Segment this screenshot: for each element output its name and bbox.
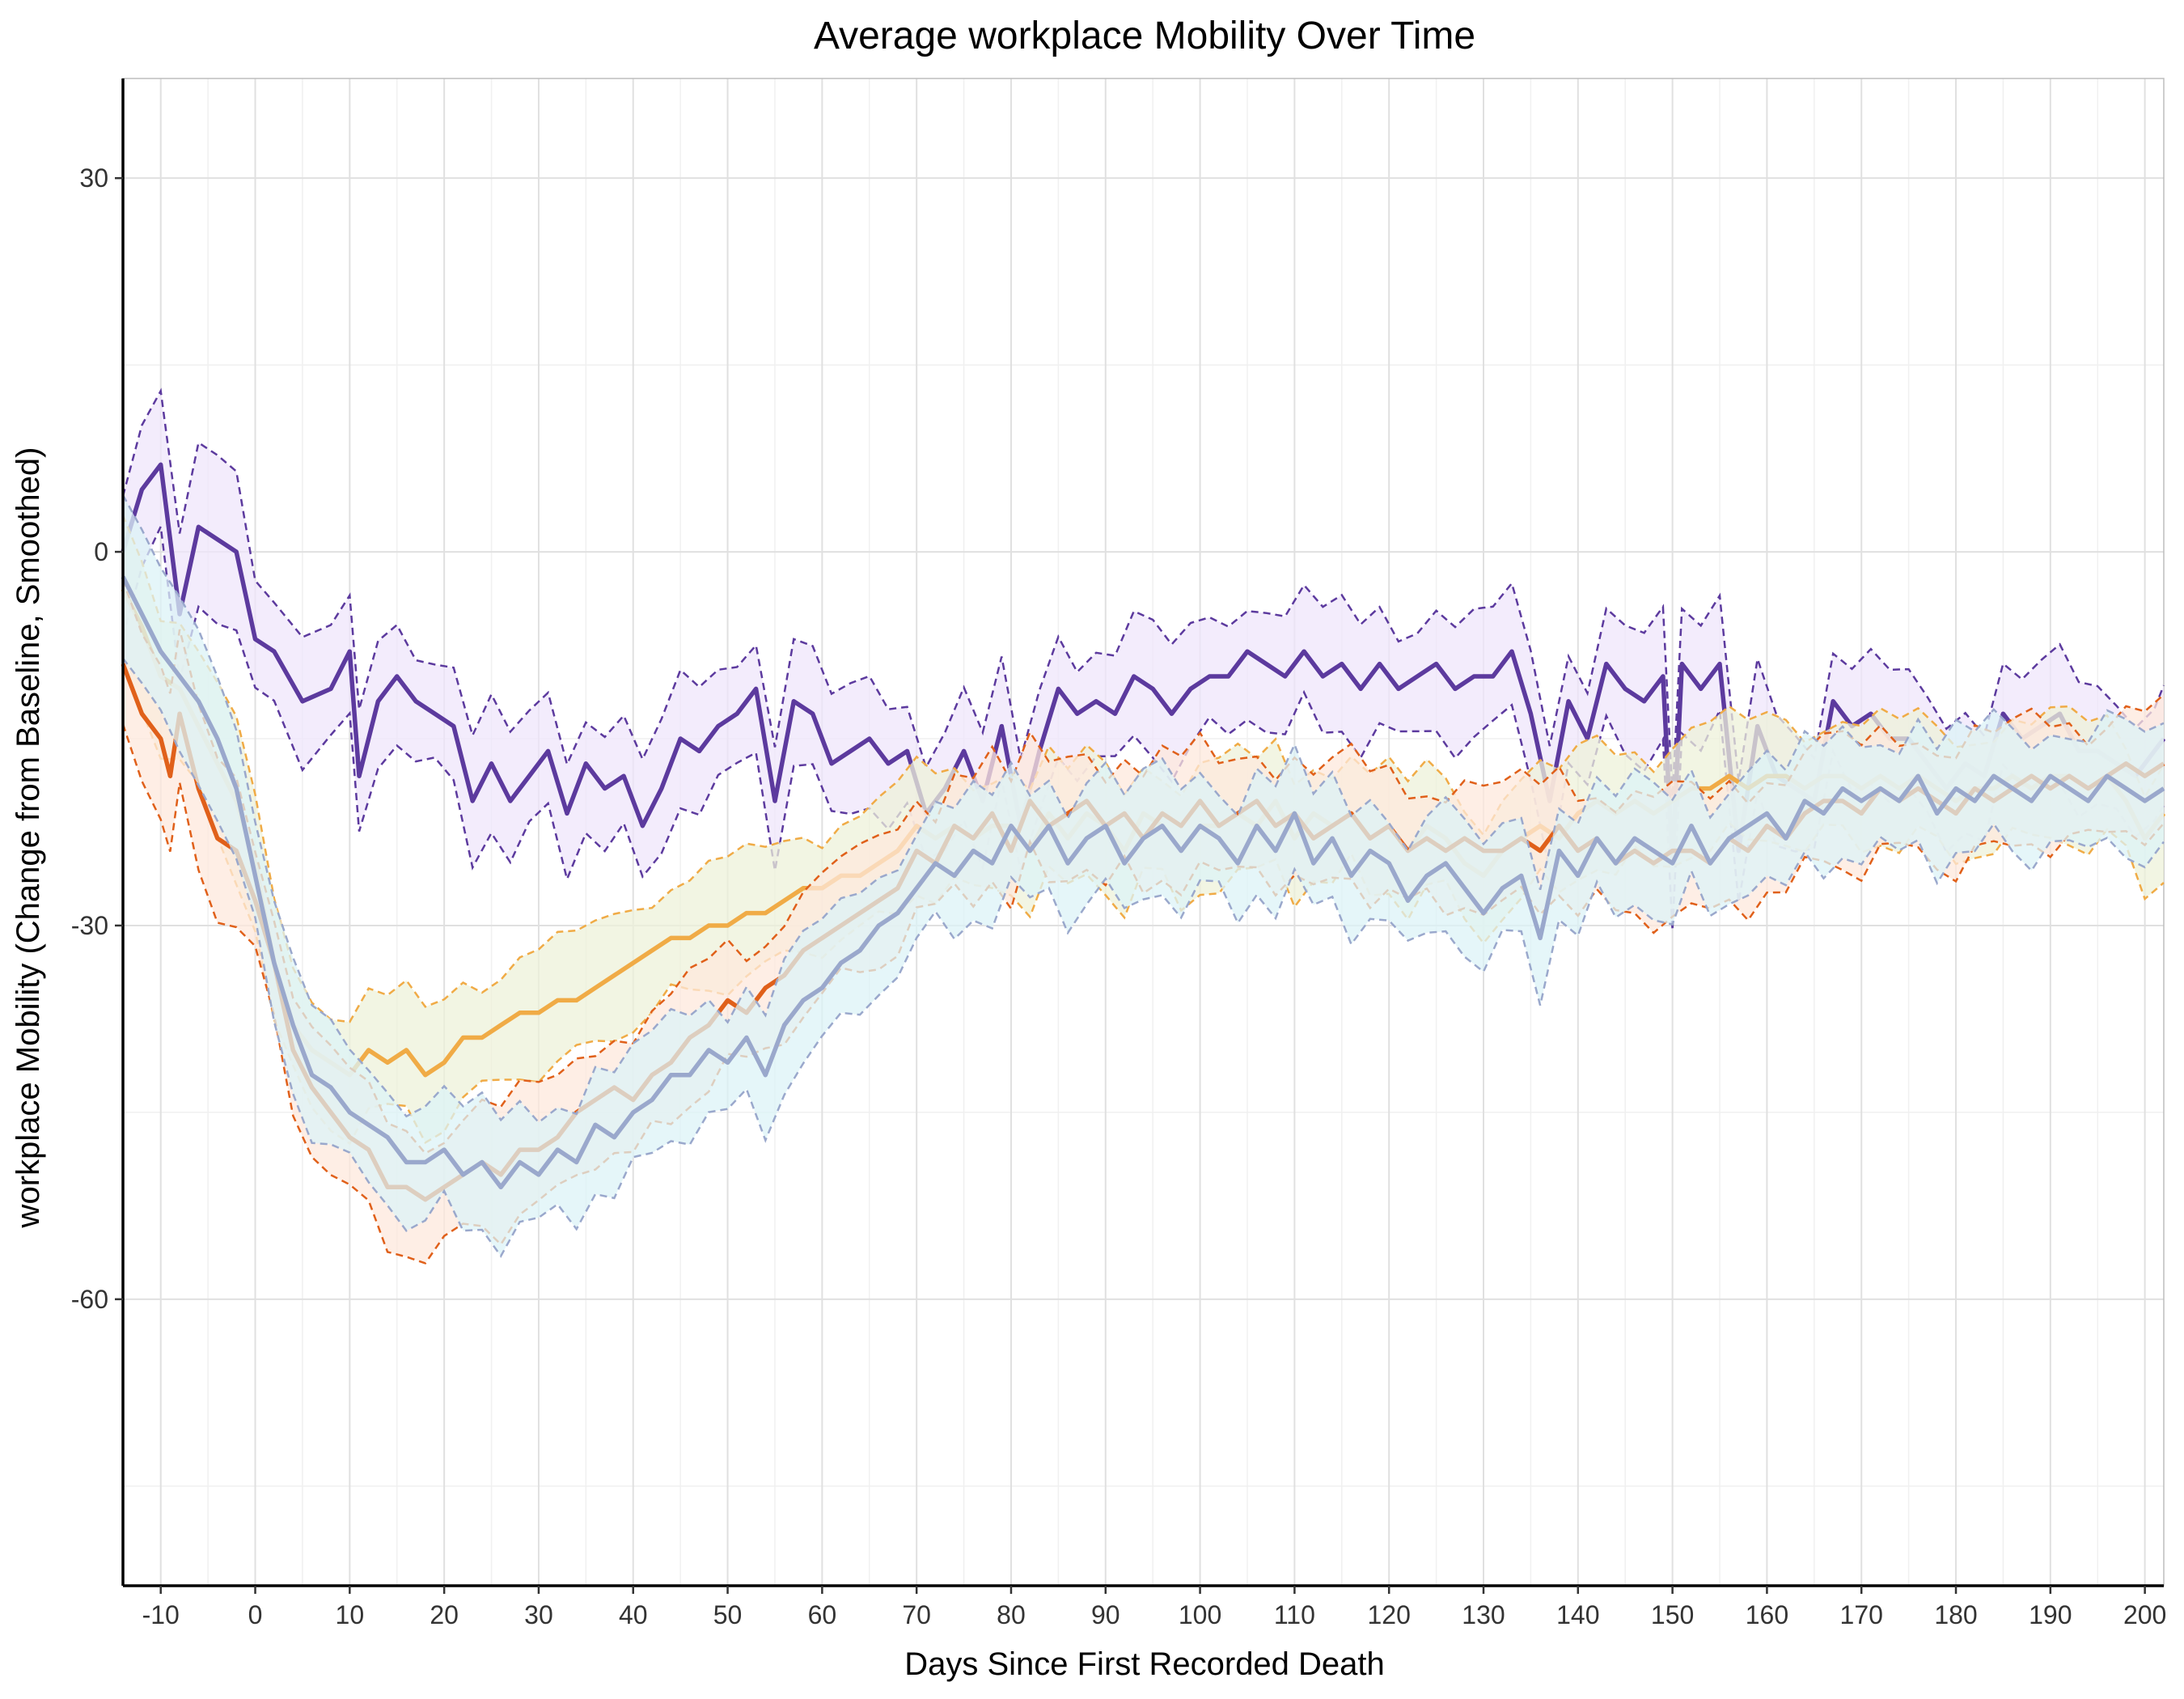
confidence-band — [123, 495, 2164, 1256]
x-tick-label: 160 — [1746, 1600, 1788, 1629]
upper-bound-line — [121, 515, 2165, 1023]
x-tick-label: 140 — [1556, 1600, 1599, 1629]
x-tick-label: 100 — [1179, 1600, 1221, 1629]
x-tick-label: 110 — [1274, 1600, 1315, 1629]
x-tick-label: 150 — [1651, 1600, 1694, 1629]
x-tick-label: 50 — [713, 1600, 743, 1629]
upper-bound-line — [121, 388, 2165, 798]
x-tick-label: 170 — [1840, 1600, 1883, 1629]
x-tick-label: 20 — [430, 1600, 459, 1629]
x-tick-label: 200 — [2123, 1600, 2166, 1629]
x-tick-label: 90 — [1091, 1600, 1120, 1629]
y-axis-title: workplace Mobility (Change from Baseline… — [11, 447, 46, 1229]
mean-line — [121, 575, 2165, 1190]
x-tick-label: 60 — [808, 1600, 837, 1629]
series-4 — [121, 494, 2165, 1258]
series-group — [121, 388, 2166, 1265]
x-tick-label: -10 — [142, 1600, 180, 1629]
y-tick-label: 30 — [79, 163, 108, 193]
y-tick-label: -30 — [71, 911, 108, 940]
y-tick-label: -60 — [71, 1285, 108, 1314]
x-tick-label: 120 — [1367, 1600, 1410, 1629]
lower-bound-line — [122, 657, 2165, 1258]
chart-title: Average workplace Mobility Over Time — [814, 15, 1475, 57]
x-tick-label: 40 — [619, 1600, 648, 1629]
x-tick-label: 70 — [902, 1600, 931, 1629]
x-axis-title: Days Since First Recorded Death — [904, 1646, 1385, 1682]
x-tick-label: 10 — [336, 1600, 365, 1629]
x-tick-label: 130 — [1462, 1600, 1505, 1629]
upper-bound-line — [121, 494, 2165, 1124]
axes: -10 0 10 20 30 40 50 60 70 80 90 100 110 120 130 140 150… — [71, 78, 2166, 1629]
y-tick-label: 0 — [94, 537, 108, 566]
mean-line — [121, 462, 2166, 866]
x-tick-label: 0 — [248, 1600, 263, 1629]
x-tick-label: 180 — [1934, 1600, 1977, 1629]
upper-bound-line — [121, 579, 2165, 1155]
x-tick-label: 80 — [997, 1600, 1026, 1629]
x-tick-label: 30 — [524, 1600, 553, 1629]
x-tick-label: 190 — [2029, 1600, 2072, 1629]
